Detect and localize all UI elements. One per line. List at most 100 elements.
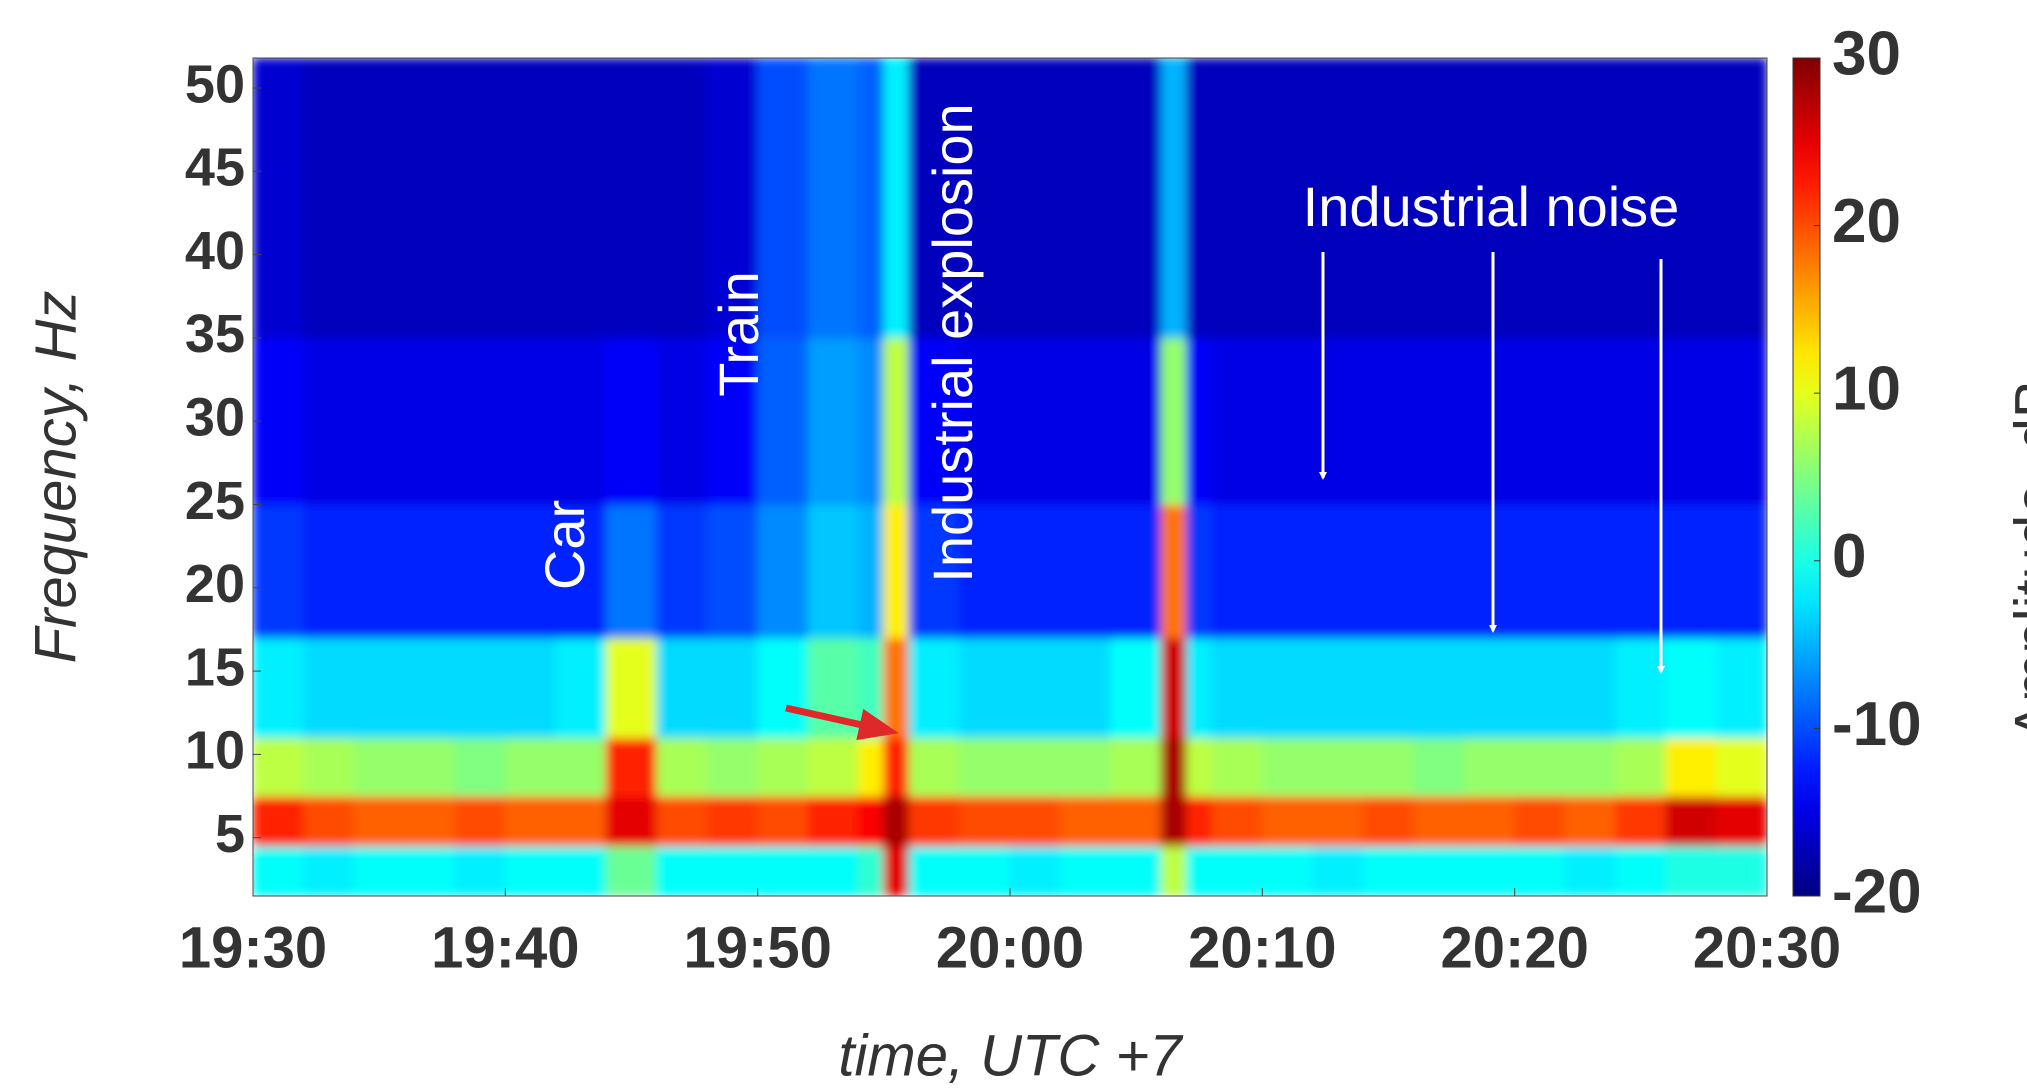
heatmap-cell [959,503,1011,639]
heatmap-cell [883,337,910,505]
heatmap-cell [1564,337,1617,505]
heatmap-cell [1514,503,1566,639]
heatmap-cell [1261,845,1314,896]
heatmap-cell [908,845,961,896]
heatmap-cell [1160,337,1188,505]
heatmap-cell [1261,503,1314,639]
heatmap-cell [757,737,809,797]
heatmap-cell [353,337,405,505]
heatmap-cell [403,845,456,896]
y-tick-label: 30 [185,387,245,447]
heatmap-cell [1261,637,1314,739]
heatmap-cell [1716,845,1767,896]
heatmap-cell [1186,503,1213,639]
heatmap-cell [1564,503,1617,639]
heatmap-cell [1362,503,1415,639]
heatmap-cell [1716,637,1767,739]
heatmap-cell [1211,503,1263,639]
heatmap-cell [908,795,961,847]
heatmap-cell [1463,337,1516,505]
heatmap-cell [253,845,304,896]
heatmap-cell [605,337,658,505]
heatmap-cell [757,795,809,847]
heatmap-cell [959,637,1011,739]
heatmap-cell [1312,795,1364,847]
heatmap-cell [504,503,557,639]
heatmap-cell [454,737,506,797]
heatmap-cell [757,637,809,739]
heatmap-cell [1564,845,1617,896]
x-tick-label: 20:00 [936,915,1084,980]
heatmap-cell [504,337,557,505]
heatmap-cell [1211,58,1263,339]
heatmap-cell [1211,737,1263,797]
heatmap-cell [807,58,860,339]
heatmap-cell [1261,795,1314,847]
heatmap-cell [1413,737,1465,797]
annotation: Industrial explosion [921,103,984,582]
y-tick-label: 50 [185,54,245,114]
heatmap-cell [858,337,885,505]
heatmap-cell [1186,845,1213,896]
heatmap-cell [504,637,557,739]
heatmap-cell [605,58,658,339]
colorbar-tick-label: 0 [1832,522,1866,591]
heatmap-cell [1211,637,1263,739]
heatmap-cell [1463,637,1516,739]
heatmap-cell [1665,58,1718,339]
heatmap-cell [959,58,1011,339]
heatmap-cell [883,845,910,896]
heatmap [253,58,1767,896]
heatmap-cell [1463,58,1516,339]
heatmap-cell [1110,337,1162,505]
heatmap-cell [807,337,860,505]
heatmap-cell [555,337,607,505]
heatmap-cell [353,737,405,797]
heatmap-cells [253,58,1767,896]
heatmap-cell [403,737,456,797]
heatmap-cell [1160,737,1188,797]
heatmap-cell [1312,737,1364,797]
annotation: Industrial noise [1303,175,1680,238]
heatmap-cell [1186,637,1213,739]
heatmap-cell [1312,58,1364,339]
heatmap-cell [1615,503,1667,639]
heatmap-cell [1312,845,1364,896]
heatmap-cell [1564,58,1617,339]
heatmap-cell [807,845,860,896]
colorbar-tick-label: -20 [1832,857,1922,926]
heatmap-cell [1716,795,1767,847]
heatmap-cell [1059,737,1112,797]
heatmap-cell [353,795,405,847]
heatmap-cell [1463,737,1516,797]
heatmap-cell [555,503,607,639]
heatmap-cell [1009,795,1061,847]
heatmap-cell [1665,503,1718,639]
heatmap-cell [1261,737,1314,797]
heatmap-cell [1716,337,1767,505]
heatmap-cell [1514,58,1566,339]
heatmap-cell [1413,337,1465,505]
heatmap-cell [504,58,557,339]
heatmap-cell [1413,795,1465,847]
heatmap-cell [403,637,456,739]
heatmap-cell [1059,637,1112,739]
heatmap-cell [908,337,961,505]
heatmap-cell [1362,637,1415,739]
y-tick-label: 10 [185,721,245,781]
heatmap-cell [1059,58,1112,339]
explosion-arrow [785,704,899,741]
heatmap-cell [253,737,304,797]
heatmap-cell [959,737,1011,797]
heatmap-cell [1615,737,1667,797]
heatmap-cell [883,637,910,739]
heatmap-cell [353,637,405,739]
heatmap-cell [1514,795,1566,847]
heatmap-cell [1716,58,1767,339]
heatmap-cell [605,503,658,639]
heatmap-cell [1362,737,1415,797]
heatmap-cell [1362,58,1415,339]
heatmap-cell [1615,337,1667,505]
heatmap-cell [1059,503,1112,639]
